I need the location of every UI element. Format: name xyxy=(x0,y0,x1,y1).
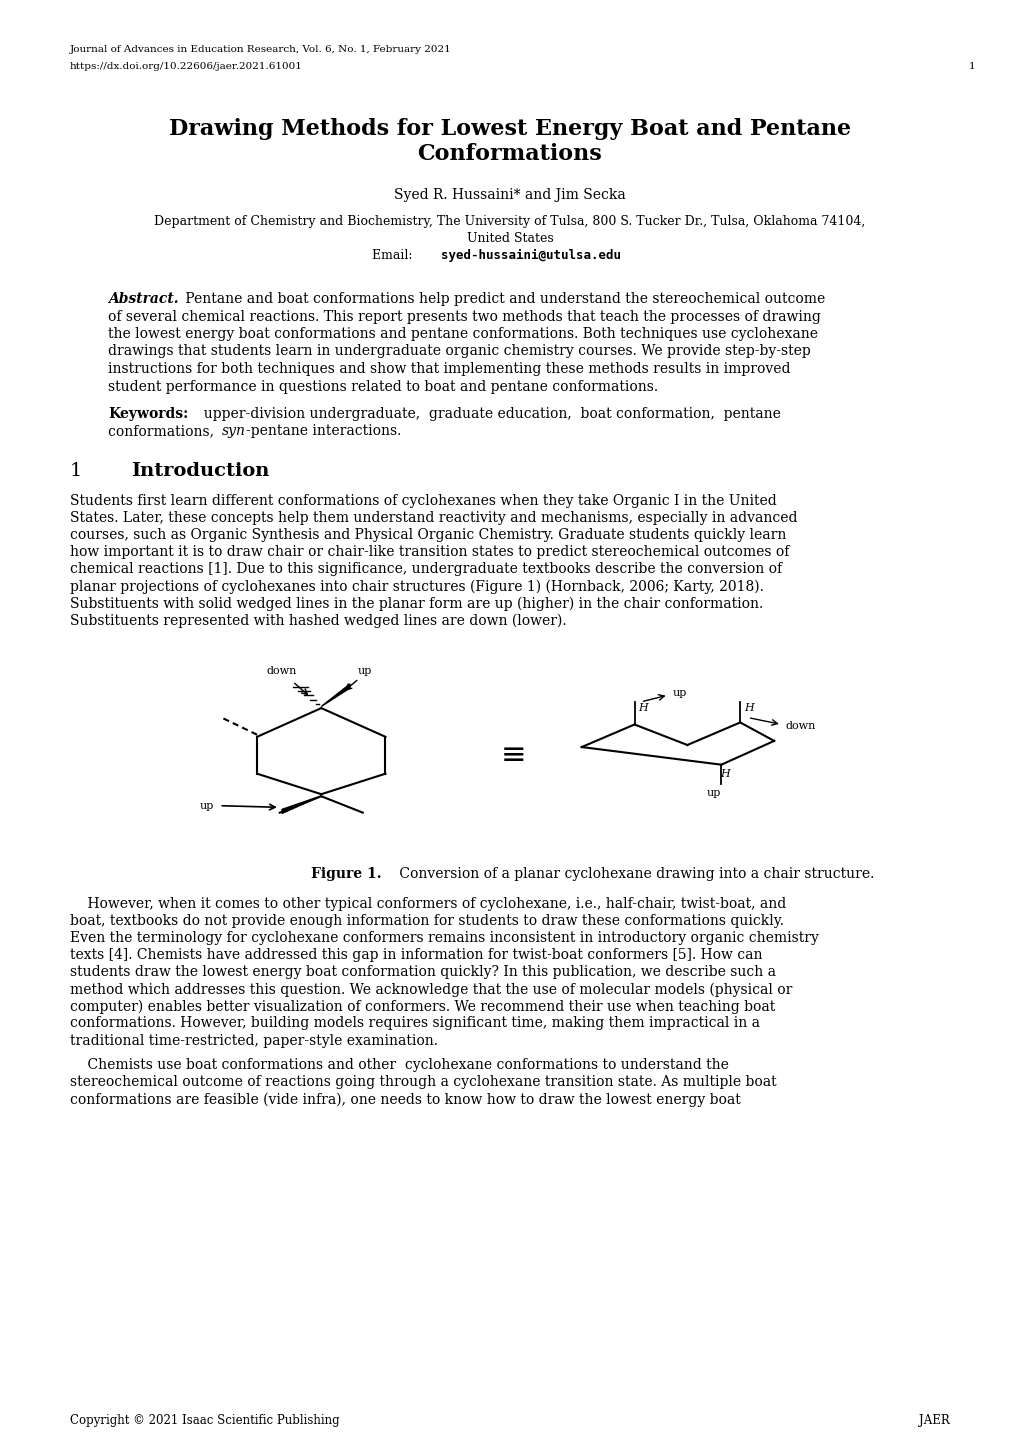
Text: syed-hussaini@utulsa.edu: syed-hussaini@utulsa.edu xyxy=(440,249,620,262)
Text: Abstract.: Abstract. xyxy=(108,291,178,306)
Text: students draw the lowest energy boat conformation quickly? In this publication, : students draw the lowest energy boat con… xyxy=(70,966,775,979)
Text: However, when it comes to other typical conformers of cyclohexane, i.e., half-ch: However, when it comes to other typical … xyxy=(70,897,786,911)
Text: H: H xyxy=(719,769,729,779)
Text: stereochemical outcome of reactions going through a cyclohexane transition state: stereochemical outcome of reactions goin… xyxy=(70,1076,775,1090)
Text: Journal of Advances in Education Research, Vol. 6, No. 1, February 2021: Journal of Advances in Education Researc… xyxy=(70,45,451,53)
Polygon shape xyxy=(282,796,321,813)
Text: up: up xyxy=(358,666,372,676)
Text: Students first learn different conformations of cyclohexanes when they take Orga: Students first learn different conformat… xyxy=(70,495,776,509)
Text: conformations. However, building models requires significant time, making them i: conformations. However, building models … xyxy=(70,1017,759,1031)
Text: -pentane interactions.: -pentane interactions. xyxy=(246,424,400,438)
Text: H: H xyxy=(638,704,647,714)
Text: Keywords:: Keywords: xyxy=(108,407,189,421)
Text: up: up xyxy=(706,789,720,799)
Text: instructions for both techniques and show that implementing these methods result: instructions for both techniques and sho… xyxy=(108,362,790,376)
Text: Chemists use boat conformations and other  cyclohexane conformations to understa: Chemists use boat conformations and othe… xyxy=(70,1058,729,1073)
Text: conformations,: conformations, xyxy=(108,424,218,438)
Text: 1: 1 xyxy=(70,463,83,480)
Text: Conversion of a planar cyclohexane drawing into a chair structure.: Conversion of a planar cyclohexane drawi… xyxy=(394,868,873,881)
Text: courses, such as Organic Synthesis and Physical Organic Chemistry. Graduate stud: courses, such as Organic Synthesis and P… xyxy=(70,529,786,542)
Text: Department of Chemistry and Biochemistry, The University of Tulsa, 800 S. Tucker: Department of Chemistry and Biochemistry… xyxy=(154,215,865,228)
Text: https://dx.doi.org/10.22606/jaer.2021.61001: https://dx.doi.org/10.22606/jaer.2021.61… xyxy=(70,62,303,71)
Text: Substituents represented with hashed wedged lines are down (lower).: Substituents represented with hashed wed… xyxy=(70,613,567,627)
Text: Drawing Methods for Lowest Energy Boat and Pentane: Drawing Methods for Lowest Energy Boat a… xyxy=(169,118,850,140)
Text: computer) enables better visualization of conformers. We recommend their use whe: computer) enables better visualization o… xyxy=(70,999,774,1014)
Text: up: up xyxy=(672,688,686,698)
Text: United States: United States xyxy=(466,232,553,245)
Text: JAER: JAER xyxy=(918,1415,949,1428)
Text: Conformations: Conformations xyxy=(417,143,602,164)
Polygon shape xyxy=(321,684,350,707)
Text: chemical reactions [1]. Due to this significance, undergraduate textbooks descri: chemical reactions [1]. Due to this sign… xyxy=(70,562,782,577)
Text: Email:: Email: xyxy=(372,249,421,262)
Text: student performance in questions related to boat and pentane conformations.: student performance in questions related… xyxy=(108,379,657,394)
Text: Introduction: Introduction xyxy=(131,463,269,480)
Text: texts [4]. Chemists have addressed this gap in information for twist-boat confor: texts [4]. Chemists have addressed this … xyxy=(70,949,762,962)
Text: the lowest energy boat conformations and pentane conformations. Both techniques : the lowest energy boat conformations and… xyxy=(108,327,817,340)
Text: planar projections of cyclohexanes into chair structures (Figure 1) (Hornback, 2: planar projections of cyclohexanes into … xyxy=(70,580,763,594)
Text: Copyright © 2021 Isaac Scientific Publishing: Copyright © 2021 Isaac Scientific Publis… xyxy=(70,1415,339,1428)
Text: traditional time-restricted, paper-style examination.: traditional time-restricted, paper-style… xyxy=(70,1034,437,1047)
Text: up: up xyxy=(200,800,214,810)
Text: Even the terminology for cyclohexane conformers remains inconsistent in introduc: Even the terminology for cyclohexane con… xyxy=(70,932,818,946)
Text: how important it is to draw chair or chair-like transition states to predict ste: how important it is to draw chair or cha… xyxy=(70,545,789,559)
Text: States. Later, these concepts help them understand reactivity and mechanisms, es: States. Later, these concepts help them … xyxy=(70,512,797,525)
Text: upper-division undergraduate,  graduate education,  boat conformation,  pentane: upper-division undergraduate, graduate e… xyxy=(195,407,780,421)
Text: Pentane and boat conformations help predict and understand the stereochemical ou: Pentane and boat conformations help pred… xyxy=(181,291,825,306)
Text: Syed R. Hussaini* and Jim Secka: Syed R. Hussaini* and Jim Secka xyxy=(393,187,626,202)
Text: drawings that students learn in undergraduate organic chemistry courses. We prov: drawings that students learn in undergra… xyxy=(108,345,810,359)
Text: 1: 1 xyxy=(967,62,974,71)
Text: of several chemical reactions. This report presents two methods that teach the p: of several chemical reactions. This repo… xyxy=(108,310,820,323)
Text: down: down xyxy=(267,666,297,676)
Text: H: H xyxy=(743,702,753,712)
Text: Substituents with solid wedged lines in the planar form are up (higher) in the c: Substituents with solid wedged lines in … xyxy=(70,597,762,611)
Text: Figure 1.: Figure 1. xyxy=(311,868,381,881)
Text: conformations are feasible (vide infra), one needs to know how to draw the lowes: conformations are feasible (vide infra),… xyxy=(70,1093,740,1107)
Text: method which addresses this question. We acknowledge that the use of molecular m: method which addresses this question. We… xyxy=(70,982,792,996)
Text: $\equiv$: $\equiv$ xyxy=(494,738,525,769)
Text: syn: syn xyxy=(222,424,246,438)
Text: down: down xyxy=(785,721,815,731)
Text: boat, textbooks do not provide enough information for students to draw these con: boat, textbooks do not provide enough in… xyxy=(70,914,784,929)
